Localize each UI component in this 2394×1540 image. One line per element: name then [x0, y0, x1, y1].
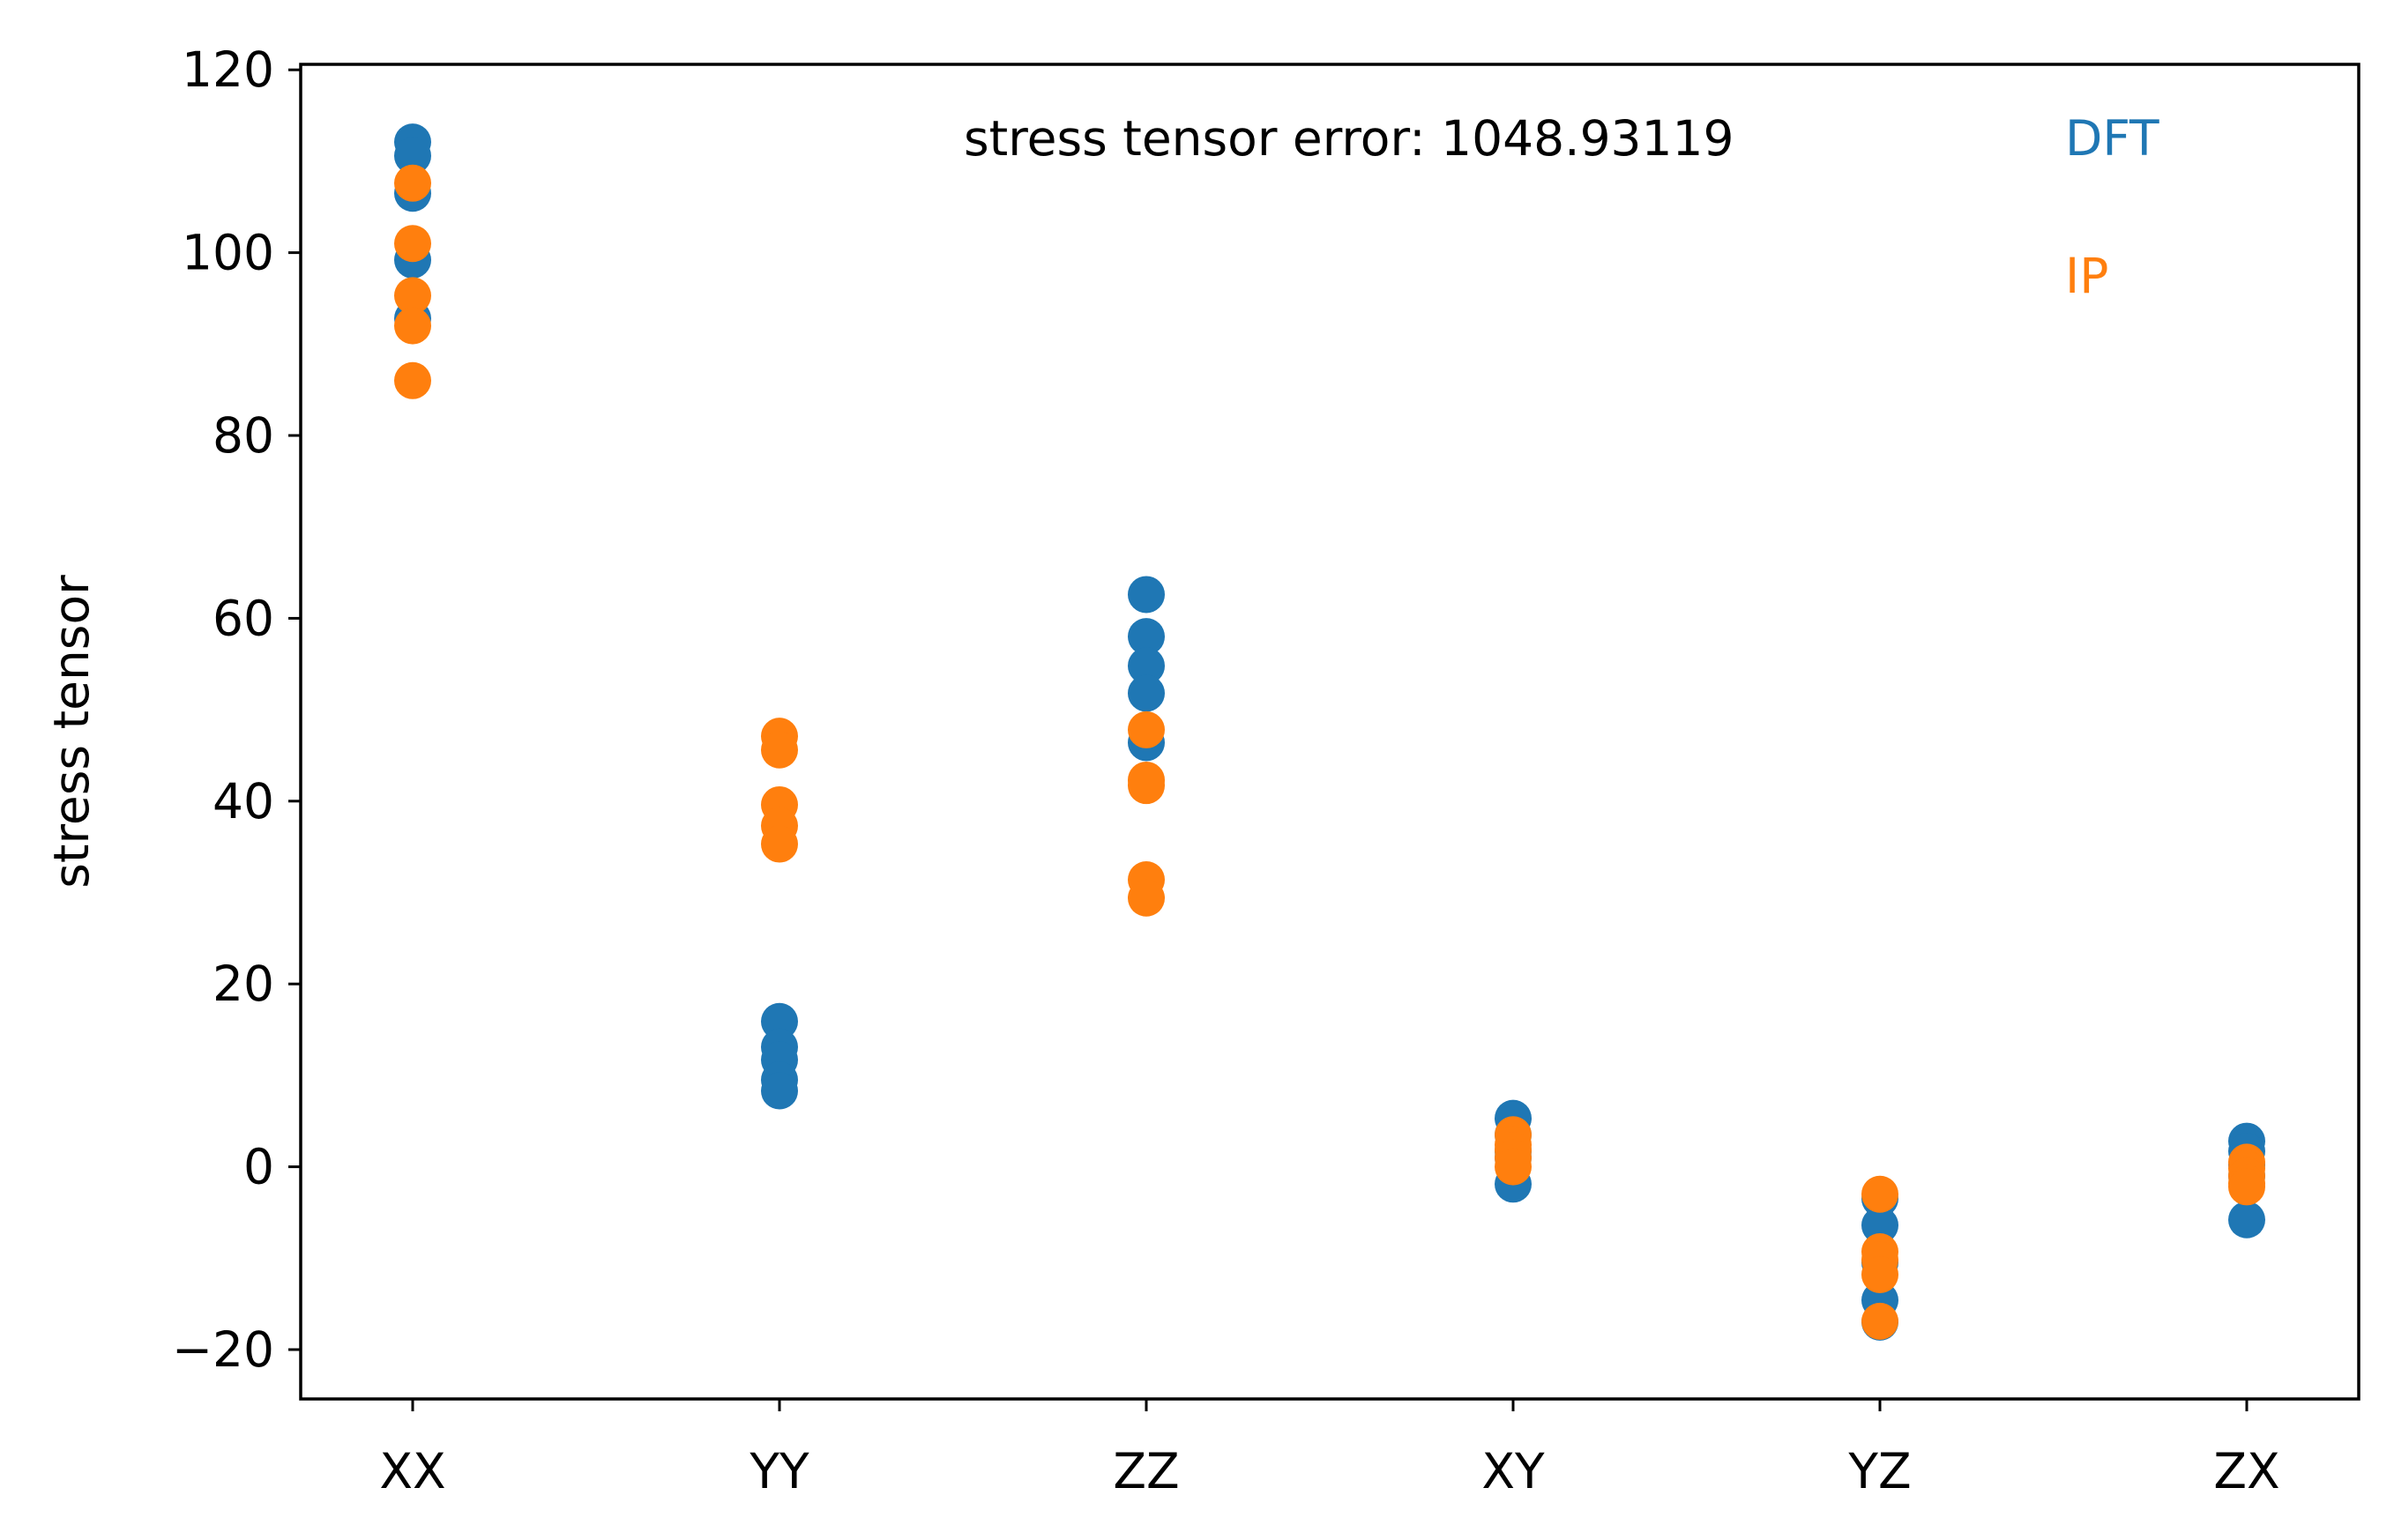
x-tick-label-yz: YZ: [1847, 1443, 1911, 1499]
y-tick-label: 100: [182, 225, 274, 281]
point-ip-xx-0: [394, 164, 431, 202]
y-tick-label: −20: [172, 1321, 274, 1378]
legend-entry-dft: DFT: [2065, 110, 2159, 167]
point-ip-yz-0: [1861, 1175, 1898, 1213]
point-ip-zz-2: [1128, 767, 1165, 805]
point-dft-zz-1: [1128, 618, 1165, 656]
x-tick-label-xy: XY: [1481, 1443, 1545, 1499]
point-ip-yz-3: [1861, 1255, 1898, 1293]
point-ip-xx-2: [394, 277, 431, 315]
point-dft-zz-0: [1128, 576, 1165, 614]
point-ip-xx-4: [394, 361, 431, 399]
plot-frame: [299, 63, 2360, 1401]
point-ip-zz-4: [1128, 879, 1165, 917]
y-tick-label: 40: [213, 773, 274, 830]
point-ip-zz-0: [1128, 710, 1165, 748]
y-tick-label: 80: [213, 407, 274, 464]
point-ip-zx-4: [2228, 1168, 2265, 1206]
point-dft-xx-1: [394, 137, 431, 175]
y-tick-label: 120: [182, 41, 274, 98]
legend-entry-ip: IP: [2065, 248, 2108, 304]
point-ip-xy-4: [1495, 1148, 1532, 1186]
stress-error-annotation: stress tensor error: 1048.93119: [964, 110, 1734, 167]
point-ip-yy-4: [761, 825, 798, 863]
point-ip-xx-1: [394, 225, 431, 263]
point-dft-yy-4: [761, 1072, 798, 1110]
x-tick-label-xx: XX: [379, 1443, 445, 1499]
point-dft-zz-3: [1128, 674, 1165, 712]
x-axis: XX YY ZZ XY YZ ZX: [379, 1399, 2280, 1499]
point-dft-yz-1: [1861, 1206, 1898, 1244]
point-dft-yy-0: [761, 1002, 798, 1040]
point-dft-zx-4: [2228, 1201, 2265, 1239]
point-ip-xx-3: [394, 307, 431, 345]
data-points: [394, 123, 2265, 1341]
x-tick-label-zx: ZX: [2213, 1443, 2279, 1499]
y-tick-label: 20: [213, 956, 274, 1012]
point-ip-yz-4: [1861, 1302, 1898, 1340]
y-axis: 120 100 80 60 40 20 0 −20: [172, 41, 301, 1378]
point-ip-yy-1: [761, 731, 798, 769]
point-dft-zz-2: [1128, 647, 1165, 685]
y-axis-title: stress tensor: [43, 575, 100, 889]
y-tick-label: 60: [213, 590, 274, 646]
y-tick-label: 0: [243, 1139, 274, 1195]
x-tick-label-yy: YY: [749, 1443, 809, 1499]
x-tick-label-zz: ZZ: [1113, 1443, 1179, 1499]
